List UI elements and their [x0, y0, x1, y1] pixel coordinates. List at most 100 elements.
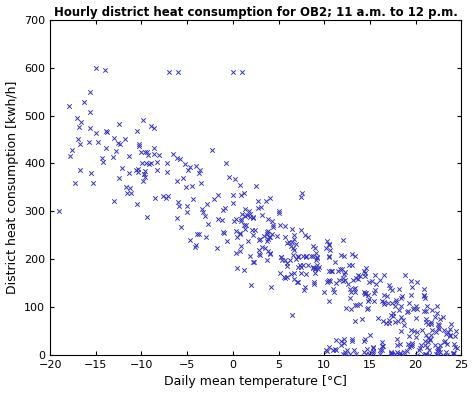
- Point: [311, 269, 319, 276]
- Point: [325, 277, 333, 283]
- Point: [114, 139, 122, 146]
- Point: [151, 151, 158, 157]
- Point: [249, 232, 257, 238]
- Point: [66, 153, 73, 159]
- Point: [200, 208, 207, 215]
- Point: [387, 351, 394, 357]
- Point: [330, 288, 338, 295]
- Point: [313, 262, 320, 268]
- Point: [431, 314, 439, 320]
- Point: [420, 307, 428, 314]
- Point: [393, 336, 401, 342]
- Point: [301, 231, 309, 238]
- Point: [76, 167, 83, 173]
- Point: [413, 306, 420, 312]
- Point: [368, 278, 375, 284]
- Point: [396, 286, 403, 292]
- Point: [163, 169, 171, 175]
- Point: [155, 152, 163, 158]
- Point: [309, 265, 316, 271]
- Point: [434, 346, 441, 353]
- Point: [431, 342, 439, 348]
- Point: [296, 262, 303, 268]
- Point: [422, 332, 429, 338]
- Point: [123, 190, 131, 197]
- Point: [422, 308, 430, 314]
- Point: [387, 285, 394, 291]
- Point: [186, 237, 194, 243]
- Point: [258, 244, 266, 250]
- Point: [298, 194, 305, 200]
- Point: [409, 342, 416, 348]
- Point: [297, 264, 304, 270]
- Point: [370, 344, 377, 350]
- Point: [125, 153, 132, 160]
- Point: [123, 184, 130, 190]
- Point: [426, 336, 434, 342]
- Point: [312, 256, 319, 263]
- Point: [365, 279, 373, 285]
- Point: [236, 231, 244, 237]
- Point: [134, 169, 141, 175]
- Point: [285, 239, 292, 245]
- Title: Hourly district heat consumption for OB2; 11 a.m. to 12 p.m.: Hourly district heat consumption for OB2…: [54, 6, 458, 19]
- Point: [328, 268, 336, 274]
- Point: [378, 342, 386, 349]
- Point: [426, 348, 433, 354]
- Point: [400, 322, 408, 328]
- Point: [278, 257, 286, 263]
- Point: [304, 234, 312, 241]
- Point: [264, 248, 272, 255]
- Point: [385, 320, 393, 326]
- Point: [65, 102, 73, 109]
- Point: [444, 341, 451, 348]
- Point: [394, 318, 402, 324]
- Point: [248, 227, 255, 233]
- Point: [421, 295, 429, 301]
- Point: [55, 208, 63, 214]
- Point: [349, 276, 357, 282]
- Point: [151, 145, 158, 151]
- Point: [346, 295, 354, 301]
- Point: [297, 227, 305, 233]
- Point: [445, 329, 452, 336]
- Point: [325, 242, 333, 249]
- Point: [184, 167, 192, 173]
- Point: [257, 203, 265, 210]
- Point: [229, 69, 237, 76]
- Point: [256, 252, 264, 258]
- Point: [342, 305, 350, 311]
- Point: [298, 270, 305, 277]
- Point: [282, 233, 289, 240]
- Point: [331, 259, 339, 265]
- Point: [263, 238, 270, 244]
- Point: [331, 346, 338, 352]
- Point: [237, 192, 245, 199]
- Point: [413, 279, 420, 285]
- Point: [266, 250, 274, 256]
- Point: [300, 253, 307, 260]
- Point: [361, 290, 369, 297]
- Point: [153, 167, 161, 173]
- Point: [240, 221, 247, 228]
- Point: [327, 278, 334, 284]
- Point: [135, 143, 142, 149]
- Point: [174, 69, 182, 76]
- Point: [143, 149, 150, 155]
- Point: [258, 212, 266, 218]
- Point: [302, 270, 310, 277]
- Point: [383, 320, 390, 326]
- Point: [73, 115, 81, 121]
- Point: [218, 217, 225, 223]
- Point: [408, 343, 415, 349]
- Point: [275, 210, 283, 216]
- Point: [110, 134, 118, 141]
- Point: [226, 173, 233, 180]
- Point: [341, 269, 349, 275]
- Point: [324, 238, 331, 244]
- Point: [339, 275, 347, 281]
- Point: [369, 348, 377, 354]
- Point: [405, 344, 413, 350]
- Point: [393, 342, 401, 348]
- Point: [422, 319, 430, 325]
